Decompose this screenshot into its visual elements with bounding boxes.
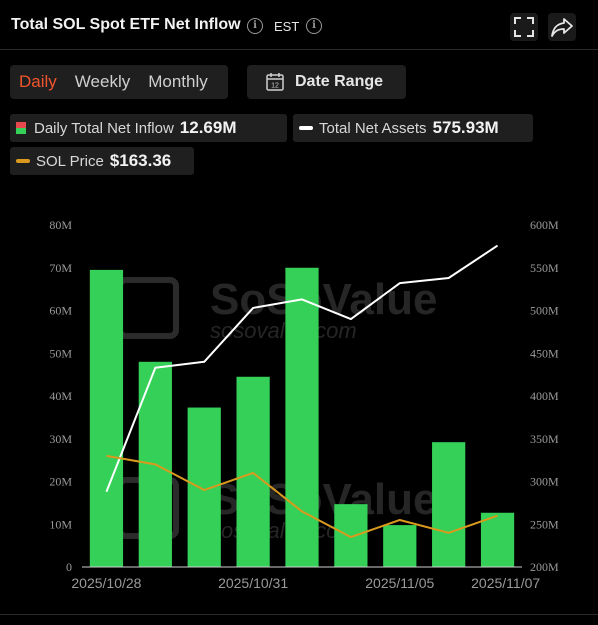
calendar-icon: 12 [266, 73, 284, 91]
y-left-tick-label: 70M [49, 261, 72, 275]
bar-series [89, 267, 515, 567]
watermark-url: sosovalue.com [210, 518, 357, 543]
bar [187, 407, 221, 567]
legend-inflow-swatch [16, 122, 26, 134]
tab-monthly[interactable]: Monthly [148, 72, 208, 91]
bar [285, 267, 319, 567]
y-left-tick-label: 30M [49, 432, 72, 446]
y-right-tick-label: 400M [530, 389, 559, 403]
y-left-tick-label: 50M [49, 346, 72, 360]
legend-inflow-name: Daily Total Net Inflow [34, 119, 174, 137]
bar [89, 269, 124, 567]
timezone-info-icon[interactable]: i [306, 18, 322, 34]
x-tick-label: 2025/10/28 [71, 575, 141, 591]
legend-assets-name: Total Net Assets [319, 119, 427, 137]
chart-title: Total SOL Spot ETF Net Inflow [11, 16, 241, 33]
fullscreen-button[interactable] [510, 13, 538, 41]
timezone-label[interactable]: EST [274, 19, 300, 34]
y-right-tick-label: 450M [530, 346, 559, 360]
tab-daily[interactable]: Daily [19, 72, 57, 91]
watermark-url: sosovalue.com [210, 318, 357, 343]
legend-assets-value: 575.93M [432, 118, 499, 137]
y-left-tick-label: 60M [49, 304, 72, 318]
y-right-tick-label: 250M [530, 517, 559, 531]
legend-inflow-value: 12.69M [179, 118, 237, 137]
bar [432, 442, 466, 567]
fullscreen-icon [514, 17, 534, 37]
legend-price-value: $163.36 [109, 151, 172, 170]
y-left-tick-label: 10M [49, 517, 72, 531]
bar [480, 512, 515, 567]
axes: 0 10M 20M 30M 40M 50M 60M 70M 80M 200M 250M 300M 350… [49, 218, 559, 591]
legend-price-name: SOL Price [36, 152, 104, 170]
y-right-tick-label: 600M [530, 218, 559, 232]
y-left-tick-label: 80M [49, 218, 72, 232]
line-series [105, 244, 499, 539]
chart-header: Total SOL Spot ETF Net Inflow i EST i [0, 0, 598, 50]
x-tick-label: 2025/10/31 [218, 575, 288, 591]
y-left-tick-label: 0 [66, 560, 72, 574]
interval-tabs: Daily Weekly Monthly [10, 65, 228, 99]
legend-assets-swatch [299, 126, 313, 130]
y-right-tick-label: 300M [530, 475, 559, 489]
bar [236, 376, 270, 567]
bottom-divider [0, 614, 598, 625]
date-range-button[interactable]: 12 Date Range [247, 65, 406, 99]
x-tick-label: 2025/11/07 [471, 575, 540, 591]
legend-price-swatch [16, 159, 30, 163]
share-button[interactable] [548, 13, 576, 41]
bar [334, 504, 368, 567]
calendar-icon-day: 12 [271, 83, 279, 90]
legend-assets[interactable]: Total Net Assets 575.93M [293, 114, 533, 142]
share-icon [551, 18, 573, 37]
y-right-tick-label: 350M [530, 432, 559, 446]
watermark-logo-icon [117, 277, 179, 339]
tab-weekly[interactable]: Weekly [74, 72, 131, 91]
y-left-tick-label: 40M [49, 389, 72, 403]
info-icon[interactable]: i [247, 18, 263, 34]
legend-price[interactable]: SOL Price $163.36 [10, 147, 194, 175]
legend-inflow[interactable]: Daily Total Net Inflow 12.69M [10, 114, 287, 142]
date-range-label: Date Range [295, 73, 384, 90]
y-right-tick-label: 550M [530, 261, 559, 275]
y-right-tick-label: 200M [530, 560, 559, 574]
y-left-tick-label: 20M [49, 475, 72, 489]
x-tick-label: 2025/11/05 [365, 575, 434, 591]
y-right-tick-label: 500M [530, 304, 559, 318]
bar [383, 525, 417, 567]
